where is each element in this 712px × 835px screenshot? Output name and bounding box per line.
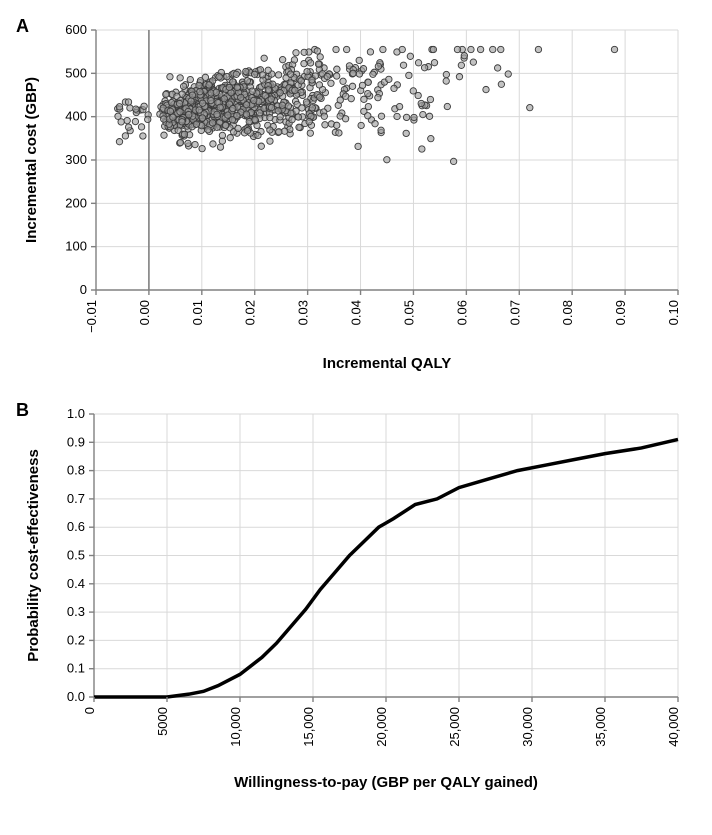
svg-text:100: 100 (65, 239, 87, 254)
svg-text:30,000: 30,000 (520, 707, 535, 747)
svg-text:0.03: 0.03 (296, 300, 311, 325)
svg-text:0: 0 (82, 707, 97, 714)
svg-text:0.4: 0.4 (67, 576, 85, 591)
svg-text:0.6: 0.6 (67, 519, 85, 534)
panel-a-xlabel: Incremental QALY (323, 355, 452, 372)
svg-text:0: 0 (80, 282, 87, 297)
svg-text:0.3: 0.3 (67, 604, 85, 619)
svg-text:−0.01: −0.01 (84, 300, 99, 333)
panel-b-label: B (16, 400, 29, 421)
panel-b-chart: 0 5000 10,000 15,000 20,000 25,000 30,000 35,00… (16, 400, 696, 795)
svg-text:1.0: 1.0 (67, 406, 85, 421)
svg-text:0.00: 0.00 (137, 300, 152, 325)
svg-text:20,000: 20,000 (374, 707, 389, 747)
svg-text:500: 500 (65, 65, 87, 80)
svg-text:40,000: 40,000 (666, 707, 681, 747)
svg-text:0.8: 0.8 (67, 463, 85, 478)
svg-text:0.06: 0.06 (454, 300, 469, 325)
svg-text:15,000: 15,000 (301, 707, 316, 747)
svg-text:0.09: 0.09 (613, 300, 628, 325)
svg-text:600: 600 (65, 22, 87, 37)
svg-text:0.9: 0.9 (67, 434, 85, 449)
panel-b-xlabel: Willingness-to-pay (GBP per QALY gained) (234, 774, 538, 791)
svg-text:0.10: 0.10 (666, 300, 681, 325)
svg-text:5000: 5000 (155, 707, 170, 736)
svg-text:35,000: 35,000 (593, 707, 608, 747)
svg-text:0.04: 0.04 (349, 300, 364, 325)
panel-a: A −0.01 0.00 0.01 0.02 0.03 0.04 0.05 0.06 0.07 0… (16, 16, 696, 376)
panel-b: B 0 5000 10,000 15,000 20,000 25,000 30,000 35,… (16, 400, 696, 795)
svg-text:0.02: 0.02 (243, 300, 258, 325)
svg-text:0.01: 0.01 (190, 300, 205, 325)
svg-text:0.5: 0.5 (67, 548, 85, 563)
panel-a-ylabel: Incremental cost (GBP) (23, 77, 40, 243)
svg-text:0.07: 0.07 (507, 300, 522, 325)
svg-text:0.1: 0.1 (67, 661, 85, 676)
svg-text:0.0: 0.0 (67, 689, 85, 704)
panel-b-ylabel: Probability cost-effectiveness (25, 449, 42, 662)
svg-text:0.08: 0.08 (560, 300, 575, 325)
svg-text:25,000: 25,000 (447, 707, 462, 747)
scatter-points (115, 46, 618, 164)
svg-text:400: 400 (65, 109, 87, 124)
panel-a-label: A (16, 16, 29, 37)
svg-text:0.2: 0.2 (67, 632, 85, 647)
svg-text:0.7: 0.7 (67, 491, 85, 506)
svg-text:10,000: 10,000 (228, 707, 243, 747)
panel-a-chart: −0.01 0.00 0.01 0.02 0.03 0.04 0.05 0.06 0.07 0.0… (16, 16, 696, 376)
svg-text:200: 200 (65, 195, 87, 210)
svg-text:300: 300 (65, 152, 87, 167)
svg-text:0.05: 0.05 (401, 300, 416, 325)
